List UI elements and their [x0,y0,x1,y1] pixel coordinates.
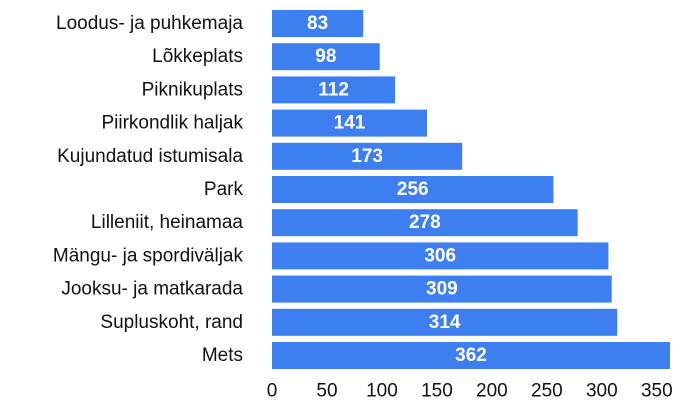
x-tick-label: 0 [267,381,278,401]
y-tick-label: Jooksu- ja matkarada [61,279,243,300]
bar [272,109,428,137]
y-tick-label: Park [204,179,244,200]
bar [272,76,396,104]
bar [272,43,380,71]
value-label: 278 [409,212,441,233]
x-tick-label: 200 [476,381,508,401]
bar [272,10,364,37]
value-label: 362 [455,345,487,366]
value-label: 309 [426,279,458,300]
y-tick-label: Supluskoht, rand [100,312,243,333]
bar [272,209,578,237]
x-tick-label: 100 [366,381,398,401]
bar [272,176,554,203]
value-label: 173 [351,146,383,167]
x-tick-label: 50 [316,381,337,401]
bar [272,242,609,270]
x-tick-label: 350 [641,381,673,401]
x-tick-label: 150 [421,381,453,401]
value-label: 256 [397,179,429,200]
value-label: 306 [424,245,456,266]
bar [272,142,463,170]
bar [272,275,612,303]
y-tick-label: Piirkondlik haljak [101,113,243,134]
x-tick-label: 250 [531,381,563,401]
y-tick-label: Mets [202,345,243,366]
bar [272,308,618,336]
y-tick-label: Lilleniit, heinamaa [91,212,244,233]
value-label: 141 [334,113,366,134]
value-label: 112 [318,79,349,100]
y-tick-label: Loodus- ja puhkemaja [56,13,243,34]
bar [272,342,670,369]
value-label: 314 [429,312,461,333]
y-tick-label: Mängu- ja spordiväljak [53,245,244,266]
x-tick-label: 300 [586,381,618,401]
value-label: 98 [315,46,336,67]
y-tick-label: Kujundatud istumisala [57,146,243,167]
y-tick-label: Piknikuplats [142,79,243,100]
value-label: 83 [307,13,328,34]
y-tick-label: Lõkkeplats [152,46,243,67]
